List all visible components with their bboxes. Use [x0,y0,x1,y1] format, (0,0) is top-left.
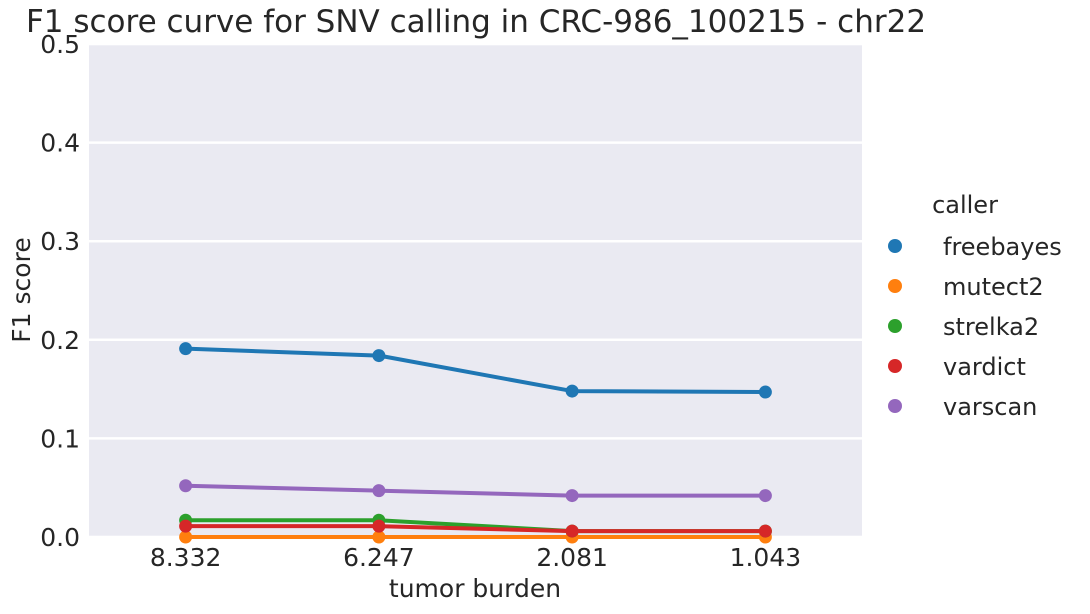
legend-label: strelka2 [943,313,1039,341]
x-tick-label: 8.332 [150,543,222,572]
x-tick-labels: 8.332 6.247 2.081 1.043 [150,543,801,572]
y-tick-label: 0.4 [40,129,80,158]
data-point [372,349,386,363]
legend-label: freebayes [943,233,1062,261]
plot-area [89,44,862,537]
legend-label: mutect2 [943,273,1044,301]
data-point [179,519,193,533]
data-point [179,342,193,356]
legend-marker [888,359,902,373]
legend: freebayes mutect2 strelka2 vardict varscan [888,233,1062,421]
data-point [565,489,579,503]
x-tick-label: 1.043 [730,543,802,572]
series-line [185,524,766,534]
legend-marker [888,239,902,253]
y-tick-label: 0.2 [40,326,80,355]
x-tick-label: 2.081 [536,543,608,572]
chart-title: F1 score curve for SNV calling in CRC-98… [26,4,926,40]
legend-marker [888,319,902,333]
legend-marker [888,399,902,413]
y-axis-label: F1 score [7,237,36,342]
data-point [758,385,772,399]
data-point [179,479,193,493]
data-point [758,489,772,503]
data-point [179,530,193,544]
data-point [565,524,579,538]
y-tick-label: 0.3 [40,227,80,256]
series-line [185,483,766,498]
data-point [372,484,386,498]
x-axis-label: tumor burden [389,574,561,603]
y-tick-label: 0.0 [40,523,80,552]
legend-title: caller [932,191,998,219]
data-point [372,519,386,533]
series-line [185,346,766,395]
x-tick-label: 6.247 [343,543,415,572]
y-tick-labels: 0.0 0.1 0.2 0.3 0.4 0.5 [40,30,80,552]
legend-label: vardict [943,353,1026,381]
y-tick-label: 0.1 [40,424,80,453]
legend-marker [888,279,902,293]
series-layer [179,342,772,544]
y-tick-label: 0.5 [40,30,80,59]
data-point [758,524,772,538]
data-point [565,384,579,398]
series-vardict [179,519,772,538]
series-freebayes [179,342,772,399]
legend-label: varscan [943,393,1037,421]
data-point [372,530,386,544]
series-varscan [179,479,772,503]
